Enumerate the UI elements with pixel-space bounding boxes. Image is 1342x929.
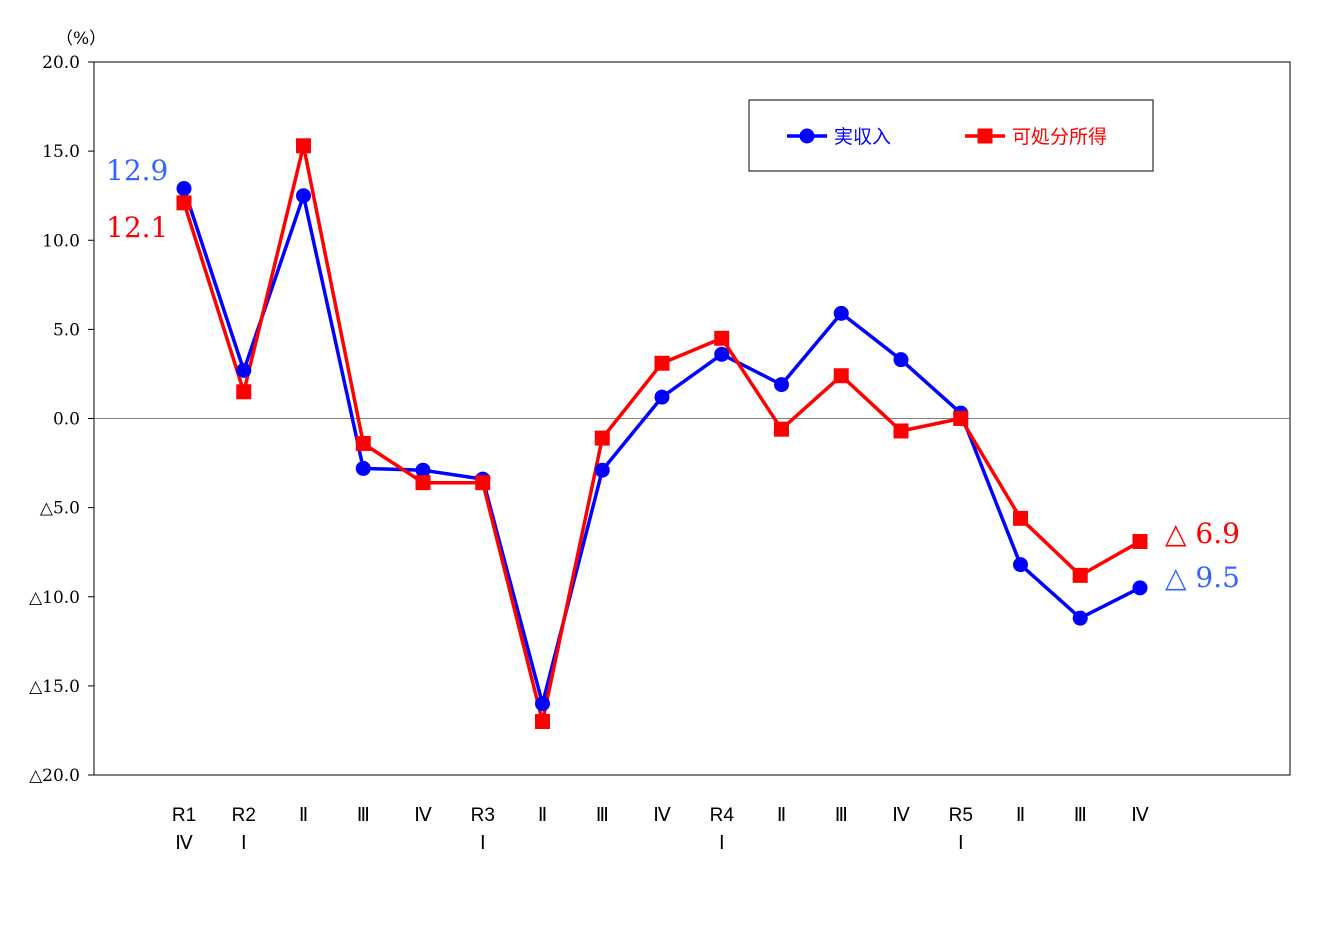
y-tick-label: 0.0 bbox=[53, 410, 80, 430]
data-point bbox=[475, 475, 491, 491]
data-point bbox=[714, 330, 730, 346]
y-tick-label: △20.0 bbox=[29, 766, 80, 786]
data-point bbox=[594, 462, 610, 478]
y-tick-label: 10.0 bbox=[42, 231, 80, 251]
x-tick-label: Ⅲ bbox=[1074, 805, 1087, 826]
x-tick-label: Ⅱ bbox=[538, 805, 547, 826]
x-tick-label: R5 bbox=[949, 805, 973, 826]
x-tick-label-line2: Ⅰ bbox=[241, 833, 247, 854]
x-tick-label: R3 bbox=[471, 805, 495, 826]
legend-marker-circle-icon bbox=[799, 128, 815, 144]
x-tick-label: Ⅳ bbox=[1131, 805, 1149, 826]
x-tick-label: Ⅱ bbox=[777, 805, 786, 826]
data-point bbox=[893, 352, 909, 368]
x-tick-label: Ⅳ bbox=[414, 805, 432, 826]
data-point bbox=[236, 362, 252, 378]
data-point bbox=[355, 460, 371, 476]
data-point bbox=[176, 195, 192, 211]
data-point bbox=[654, 355, 670, 371]
data-point bbox=[296, 138, 311, 154]
x-tick-label: Ⅲ bbox=[357, 805, 370, 826]
x-tick-label: Ⅳ bbox=[653, 805, 671, 826]
data-point bbox=[893, 423, 909, 439]
data-point bbox=[953, 411, 969, 426]
data-point bbox=[1013, 510, 1028, 526]
data-point bbox=[236, 384, 252, 400]
y-tick-label: 5.0 bbox=[53, 320, 80, 340]
data-point bbox=[176, 181, 192, 197]
x-tick-label: R4 bbox=[710, 805, 735, 826]
y-tick-label: △15.0 bbox=[29, 677, 80, 697]
data-point bbox=[1132, 580, 1148, 596]
x-tick-label-line2: Ⅰ bbox=[958, 833, 964, 854]
x-tick-label: Ⅲ bbox=[596, 805, 609, 826]
data-point bbox=[535, 714, 550, 730]
data-point bbox=[415, 475, 431, 491]
data-point bbox=[833, 305, 849, 321]
x-tick-label: R1 bbox=[172, 805, 196, 826]
x-tick-label: Ⅱ bbox=[1016, 805, 1025, 826]
data-point bbox=[1013, 557, 1028, 573]
x-tick-label: Ⅲ bbox=[835, 805, 848, 826]
x-tick-label-line2: Ⅳ bbox=[175, 833, 193, 854]
y-tick-label: 15.0 bbox=[42, 142, 80, 162]
data-point bbox=[1072, 610, 1088, 626]
callout-disposable-last: △ 6.9 bbox=[1165, 517, 1240, 550]
axis-layer: 20.0 15.0 10.0 5.0 0.0 △5.0 △10.0 △15.0 △20.0 R1 Ⅳ… bbox=[29, 53, 1290, 854]
callout-disposable-first: 12.1 bbox=[106, 211, 168, 244]
data-point bbox=[774, 421, 789, 437]
data-point bbox=[714, 346, 730, 362]
data-point bbox=[415, 462, 431, 478]
x-tick-label-line2: Ⅰ bbox=[719, 833, 725, 854]
series-layer bbox=[176, 138, 1148, 730]
data-point bbox=[535, 696, 550, 712]
data-point bbox=[355, 435, 371, 451]
x-tick-label: R2 bbox=[232, 805, 256, 826]
callout-income-first: 12.9 bbox=[106, 154, 168, 187]
y-tick-label: 20.0 bbox=[42, 53, 80, 73]
y-unit-label: （%） bbox=[56, 29, 106, 49]
y-tick-label: △10.0 bbox=[29, 588, 80, 608]
data-point bbox=[1132, 533, 1148, 549]
legend: 実収入 可処分所得 bbox=[748, 99, 1154, 172]
data-point bbox=[774, 377, 789, 393]
x-tick-label-line2: Ⅰ bbox=[480, 833, 486, 854]
data-point bbox=[1072, 567, 1088, 583]
data-point bbox=[296, 188, 311, 204]
data-point bbox=[594, 430, 610, 446]
x-tick-label: Ⅳ bbox=[892, 805, 910, 826]
callout-income-last: △ 9.5 bbox=[1165, 561, 1240, 594]
data-point bbox=[833, 368, 849, 384]
data-point bbox=[654, 389, 670, 405]
legend-label-disposable: 可処分所得 bbox=[1012, 126, 1107, 148]
x-tick-label: Ⅱ bbox=[299, 805, 308, 826]
y-tick-label: △5.0 bbox=[40, 499, 80, 519]
legend-label-income: 実収入 bbox=[834, 126, 891, 148]
legend-marker-square-icon bbox=[977, 128, 993, 144]
